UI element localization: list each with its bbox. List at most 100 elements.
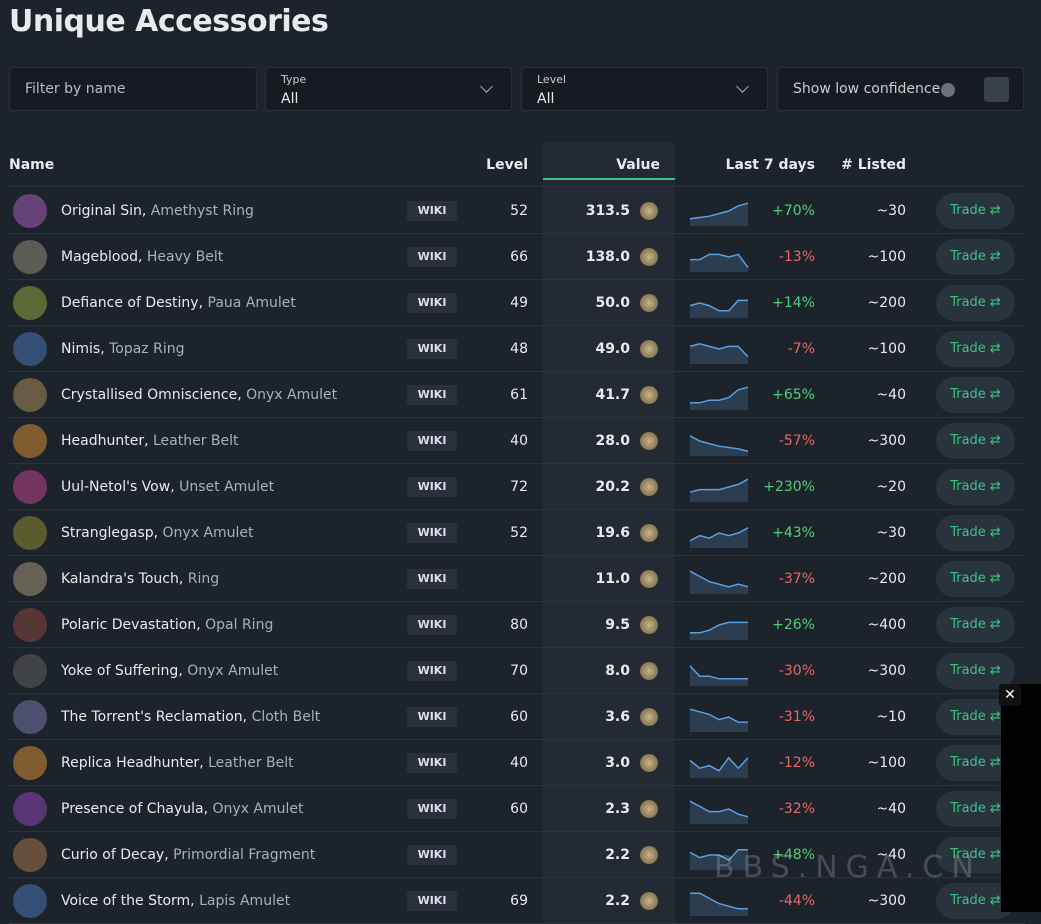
trade-button[interactable]: Trade ⇄ [936,561,1015,597]
wiki-link[interactable]: WIKI [407,431,457,451]
sparkline [689,800,749,824]
trade-button[interactable]: Trade ⇄ [936,653,1015,689]
trade-button[interactable]: Trade ⇄ [936,423,1015,459]
trade-button[interactable]: Trade ⇄ [936,515,1015,551]
change: +14% [772,295,815,311]
value: 9.5 [605,617,630,633]
listed: ~300 [867,663,906,679]
table-row: The Torrent's Reclamation, Cloth Belt WIK… [9,694,1025,740]
trade-button[interactable]: Trade ⇄ [936,377,1015,413]
name: Yoke of Suffering [61,663,179,679]
sparkline [689,756,749,778]
wiki-link[interactable]: WIKI [407,615,457,635]
table-row: Yoke of Suffering, Onyx Amulet WIKI 70 8.0 -… [9,648,1025,694]
trade-button[interactable]: Trade ⇄ [936,193,1015,229]
currency-icon [640,892,658,910]
name: Stranglegasp [61,525,154,541]
name: Curio of Decay [61,847,165,863]
table-row: Curio of Decay, Primordial Fragment WIKI 2… [9,832,1025,878]
level-select[interactable]: Level All [521,67,768,111]
value: 2.2 [605,893,630,909]
trade-label: Trade [950,893,986,908]
sparkline-line [689,570,749,588]
name: The Torrent's Reclamation [61,709,243,725]
currency-icon [640,432,658,450]
listed: ~40 [876,387,906,403]
sparkline [689,202,749,226]
change: -37% [778,571,815,587]
sparkline-area [690,849,748,870]
trade-button[interactable]: Trade ⇄ [936,285,1015,321]
change: -44% [778,893,815,909]
level: 48 [510,341,528,357]
ad-overlay [1001,684,1041,912]
sparkline [689,527,749,548]
base-type: Ring [187,571,220,587]
wiki-link[interactable]: WIKI [407,293,457,313]
item-icon [13,470,47,504]
wiki-link[interactable]: WIKI [407,569,457,589]
wiki-link[interactable]: WIKI [407,707,457,727]
base-type: Unset Amulet [179,479,275,495]
name: Replica Headhunter [61,755,200,771]
trade-button[interactable]: Trade ⇄ [936,239,1015,275]
listed: ~100 [867,755,906,771]
name-filter[interactable]: Filter by name [9,67,257,111]
page-title: Unique Accessories [9,4,329,39]
item-name: Curio of Decay, Primordial Fragment [61,847,316,863]
value: 50.0 [595,295,630,311]
trade-button[interactable]: Trade ⇄ [936,331,1015,367]
low-confidence[interactable]: Show low confidence [777,67,1024,111]
item-icon [13,746,47,780]
wiki-link[interactable]: WIKI [407,753,457,773]
wiki-link[interactable]: WIKI [407,477,457,497]
table-row: Nimis, Topaz Ring WIKI 48 49.0 -7% ~100 Trade … [9,326,1025,372]
close-button[interactable]: ✕ [999,684,1021,706]
change: +48% [772,847,815,863]
listed: ~20 [876,479,906,495]
sparkline-line [689,708,748,723]
item-name: The Torrent's Reclamation, Cloth Belt [61,709,321,725]
item-name: Voice of the Storm, Lapis Amulet [61,893,291,909]
sparkline [690,253,749,272]
checkbox[interactable] [984,77,1009,102]
watermark: BBS.NGA.CN [714,850,982,885]
listed: ~30 [876,203,906,219]
sparkline-area [690,387,748,410]
sparkline-area [690,665,748,686]
type-select[interactable]: Type All [265,67,512,111]
item-name: Presence of Chayula, Onyx Amulet [61,801,304,817]
currency-icon [640,616,658,634]
wiki-link[interactable]: WIKI [407,523,457,543]
change: -57% [778,433,815,449]
wiki-link[interactable]: WIKI [407,891,457,911]
listed: ~400 [867,617,906,633]
table-row: Headhunter, Leather Belt WIKI 40 28.0 -57% ~3… [9,418,1025,464]
wiki-link[interactable]: WIKI [407,661,457,681]
level: 60 [510,709,528,725]
sparkline-line [689,756,749,772]
trade-label: Trade [950,801,986,816]
sparkline [689,435,749,456]
wiki-link[interactable]: WIKI [407,845,457,865]
listed: ~200 [867,571,906,587]
trade-button[interactable]: Trade ⇄ [936,607,1015,643]
trade-button[interactable]: Trade ⇄ [936,469,1015,505]
wiki-link[interactable]: WIKI [407,201,457,221]
item-name: Polaric Devastation, Opal Ring [61,617,274,633]
table-row: Mageblood, Heavy Belt WIKI 66 138.0 -13% ~100… [9,234,1025,280]
sparkline-area [690,254,748,272]
base-type: Leather Belt [153,433,239,449]
wiki-link[interactable]: WIKI [407,339,457,359]
table-row: Original Sin, Amethyst Ring WIKI 52 313.5 +7… [9,188,1025,234]
base-type: Leather Belt [208,755,294,771]
wiki-link[interactable]: WIKI [407,247,457,267]
sparkline [690,386,749,410]
sparkline-area [690,622,748,640]
sparkline [689,299,748,318]
wiki-link[interactable]: WIKI [407,385,457,405]
table-row: Polaric Devastation, Opal Ring WIKI 80 9.5 +… [9,602,1025,648]
item-name: Defiance of Destiny, Paua Amulet [61,295,296,311]
wiki-link[interactable]: WIKI [407,799,457,819]
base-type: Amethyst Ring [150,203,254,219]
